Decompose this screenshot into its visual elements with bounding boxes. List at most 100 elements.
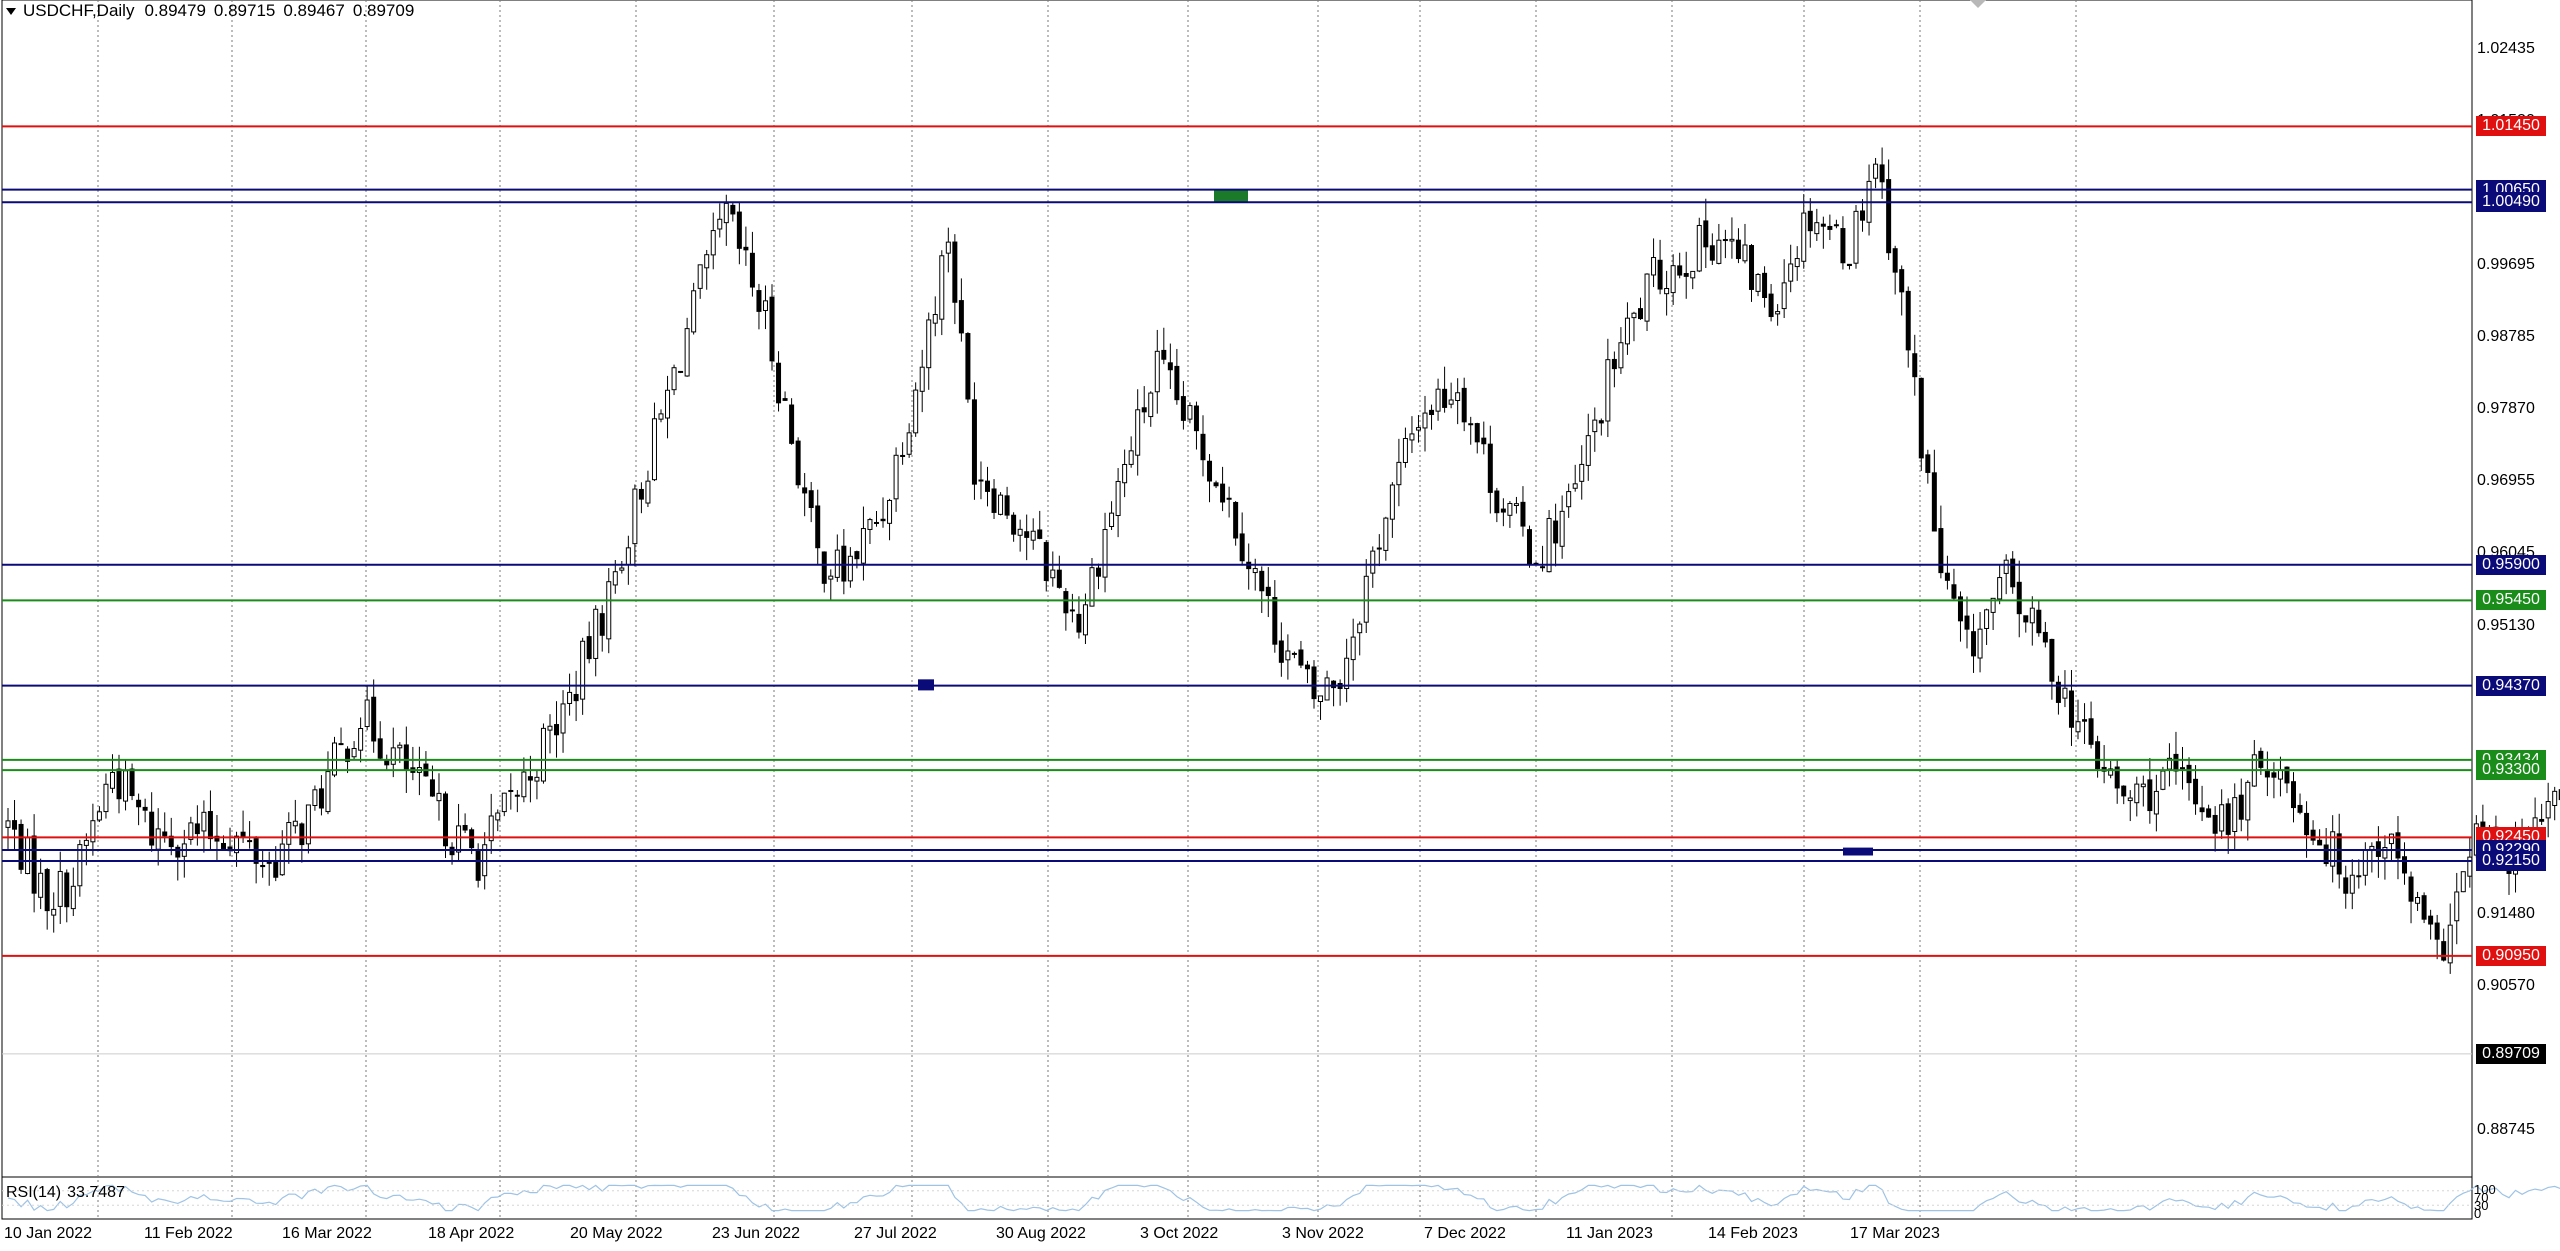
candle[interactable]: [2199, 785, 2205, 822]
candle[interactable]: [1912, 334, 1918, 396]
candle[interactable]: [1311, 660, 1317, 709]
candle[interactable]: [697, 264, 703, 299]
candle[interactable]: [619, 560, 625, 574]
current-price-tag[interactable]: 0.89709: [2476, 1043, 2546, 1064]
candle[interactable]: [1331, 680, 1337, 707]
candle[interactable]: [1638, 297, 1643, 320]
candle[interactable]: [1814, 208, 1820, 241]
candle[interactable]: [547, 714, 553, 754]
candle[interactable]: [2193, 765, 2199, 815]
candle[interactable]: [704, 249, 710, 290]
candle[interactable]: [2082, 703, 2088, 744]
candle[interactable]: [2362, 842, 2368, 886]
candle[interactable]: [2277, 756, 2283, 797]
candle[interactable]: [1540, 545, 1546, 572]
candle[interactable]: [573, 670, 579, 722]
price-level-tag[interactable]: 0.92150: [2476, 851, 2546, 872]
candle[interactable]: [887, 498, 893, 541]
candle[interactable]: [684, 317, 690, 377]
candle[interactable]: [1122, 449, 1128, 498]
candle[interactable]: [1494, 487, 1500, 523]
candle[interactable]: [1566, 483, 1572, 518]
candle[interactable]: [2460, 871, 2466, 893]
candle[interactable]: [1017, 519, 1023, 552]
candle[interactable]: [1683, 251, 1689, 299]
candle[interactable]: [247, 821, 253, 849]
candle[interactable]: [1135, 389, 1141, 476]
candle[interactable]: [2336, 813, 2342, 889]
candle[interactable]: [1474, 422, 1480, 454]
candle[interactable]: [606, 567, 612, 654]
candle[interactable]: [1455, 378, 1461, 425]
candle[interactable]: [1285, 634, 1291, 680]
candle[interactable]: [1853, 205, 1859, 269]
candle[interactable]: [390, 727, 396, 778]
candle[interactable]: [2095, 735, 2101, 778]
candle[interactable]: [1899, 265, 1905, 316]
candle[interactable]: [96, 806, 102, 823]
candle[interactable]: [1481, 421, 1487, 455]
candle[interactable]: [1409, 416, 1415, 454]
candle[interactable]: [2271, 762, 2277, 799]
candle[interactable]: [1631, 311, 1637, 342]
candle[interactable]: [913, 382, 919, 437]
candle[interactable]: [207, 790, 213, 850]
candle[interactable]: [841, 529, 847, 595]
candle[interactable]: [1102, 512, 1108, 593]
candle[interactable]: [423, 751, 429, 777]
candle[interactable]: [919, 349, 925, 413]
candle[interactable]: [90, 803, 96, 856]
candle[interactable]: [2127, 790, 2133, 822]
candle[interactable]: [1389, 482, 1395, 538]
candle[interactable]: [2297, 793, 2303, 815]
candle[interactable]: [873, 510, 879, 527]
candle[interactable]: [1350, 618, 1356, 681]
candle[interactable]: [2114, 759, 2120, 804]
candle[interactable]: [1696, 217, 1702, 273]
candle[interactable]: [1794, 246, 1800, 281]
candle[interactable]: [1553, 503, 1559, 567]
candle[interactable]: [1886, 159, 1892, 260]
candle[interactable]: [1971, 613, 1977, 673]
candle[interactable]: [1030, 518, 1036, 550]
candle[interactable]: [1585, 413, 1591, 481]
candle[interactable]: [625, 535, 631, 585]
candle[interactable]: [2049, 638, 2055, 700]
candle[interactable]: [1396, 438, 1402, 507]
candle[interactable]: [1304, 660, 1310, 684]
candle[interactable]: [266, 851, 272, 886]
candle[interactable]: [1115, 468, 1121, 538]
candle[interactable]: [638, 482, 644, 514]
candle[interactable]: [893, 447, 899, 512]
candle[interactable]: [501, 792, 507, 817]
candle[interactable]: [834, 534, 840, 582]
candle[interactable]: [1677, 252, 1683, 279]
candle[interactable]: [2238, 778, 2244, 832]
candle[interactable]: [730, 201, 736, 222]
candle[interactable]: [2382, 835, 2388, 880]
candle[interactable]: [2140, 775, 2146, 807]
candle[interactable]: [2434, 914, 2440, 960]
candle[interactable]: [2356, 859, 2362, 889]
candle[interactable]: [808, 481, 814, 523]
candle[interactable]: [2232, 783, 2238, 850]
candle[interactable]: [958, 278, 964, 342]
candle[interactable]: [1272, 580, 1278, 653]
candle[interactable]: [2219, 789, 2225, 839]
candle[interactable]: [1363, 559, 1369, 634]
candle[interactable]: [508, 773, 514, 810]
candle[interactable]: [1892, 245, 1898, 295]
candle[interactable]: [2304, 801, 2310, 858]
candle[interactable]: [1526, 525, 1532, 568]
candle[interactable]: [2454, 872, 2460, 945]
candle[interactable]: [2421, 892, 2427, 924]
candle[interactable]: [149, 792, 155, 852]
candle[interactable]: [2016, 560, 2022, 638]
candle[interactable]: [1402, 427, 1408, 468]
price-level-tag[interactable]: 0.95450: [2476, 590, 2546, 611]
candle[interactable]: [521, 757, 527, 803]
candle[interactable]: [2212, 806, 2218, 852]
candle[interactable]: [756, 283, 762, 330]
candle[interactable]: [900, 442, 906, 465]
candle[interactable]: [671, 364, 677, 396]
